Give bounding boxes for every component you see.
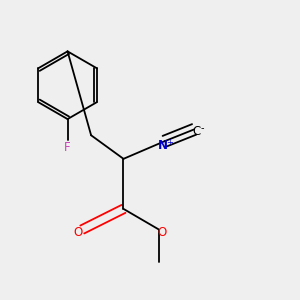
Text: O: O [157,226,167,239]
Text: O: O [73,226,83,239]
Text: +: + [167,138,173,147]
Text: -: - [200,123,204,133]
Text: N: N [158,139,168,152]
Text: F: F [64,141,71,154]
Text: C: C [192,125,201,138]
